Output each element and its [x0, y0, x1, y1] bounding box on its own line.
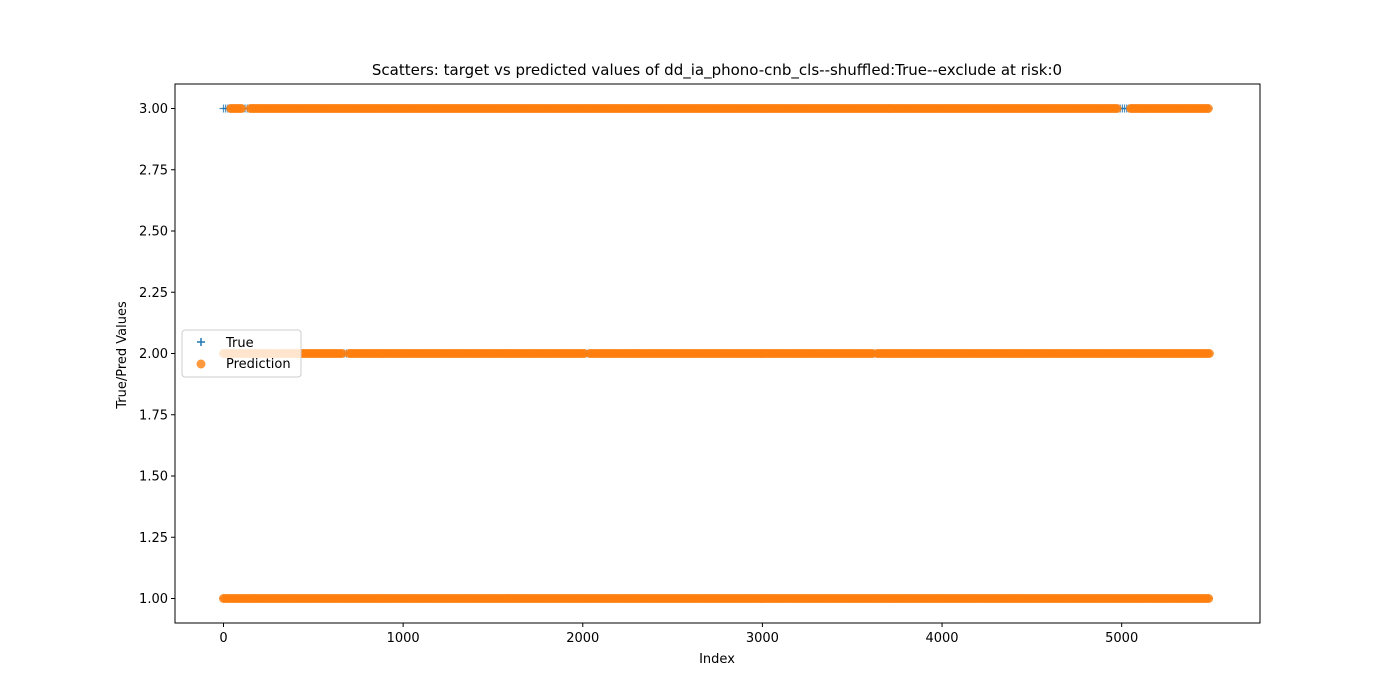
y-axis-label: True/Pred Values — [115, 301, 130, 410]
x-tick-label: 4000 — [925, 631, 958, 646]
y-tick-label: 1.00 — [139, 592, 168, 607]
y-tick-label: 3.00 — [139, 102, 168, 117]
data-point-prediction — [1204, 594, 1214, 603]
legend: True Prediction — [181, 329, 302, 378]
y-axis: 1.00 1.25 1.50 1.75 2.00 2.25 2.50 2.75 3.00 — [139, 102, 175, 607]
y-tick-label: 2.25 — [139, 286, 168, 301]
series-prediction — [219, 104, 1214, 603]
x-tick-label: 5000 — [1105, 631, 1138, 646]
legend-true-label: True — [225, 336, 254, 351]
y-tick-label: 1.25 — [139, 531, 168, 546]
y-tick-label: 2.00 — [139, 347, 168, 362]
x-axis-label: Index — [699, 652, 735, 667]
chart-title: Scatters: target vs predicted values of … — [372, 61, 1062, 80]
legend-prediction-marker — [196, 359, 206, 369]
data-point-prediction — [1204, 349, 1214, 358]
plot-area — [219, 104, 1214, 603]
x-axis: 0 1000 2000 3000 4000 5000 — [219, 623, 1138, 646]
y-tick-label: 2.75 — [139, 163, 168, 178]
x-tick-label: 1000 — [387, 631, 420, 646]
data-point-prediction — [236, 104, 246, 113]
x-tick-label: 2000 — [566, 631, 599, 646]
data-point-prediction — [1203, 104, 1213, 113]
x-tick-label: 0 — [219, 631, 227, 646]
y-tick-label: 2.50 — [139, 225, 168, 240]
y-tick-label: 1.50 — [139, 470, 168, 485]
y-tick-label: 1.75 — [139, 408, 168, 423]
legend-prediction-label: Prediction — [226, 357, 291, 372]
x-tick-label: 3000 — [746, 631, 779, 646]
data-point-prediction — [337, 349, 347, 358]
data-point-prediction — [1112, 104, 1122, 113]
legend-true-marker — [197, 338, 205, 346]
legend-box — [181, 329, 302, 378]
legend-plus-marker — [197, 338, 205, 346]
